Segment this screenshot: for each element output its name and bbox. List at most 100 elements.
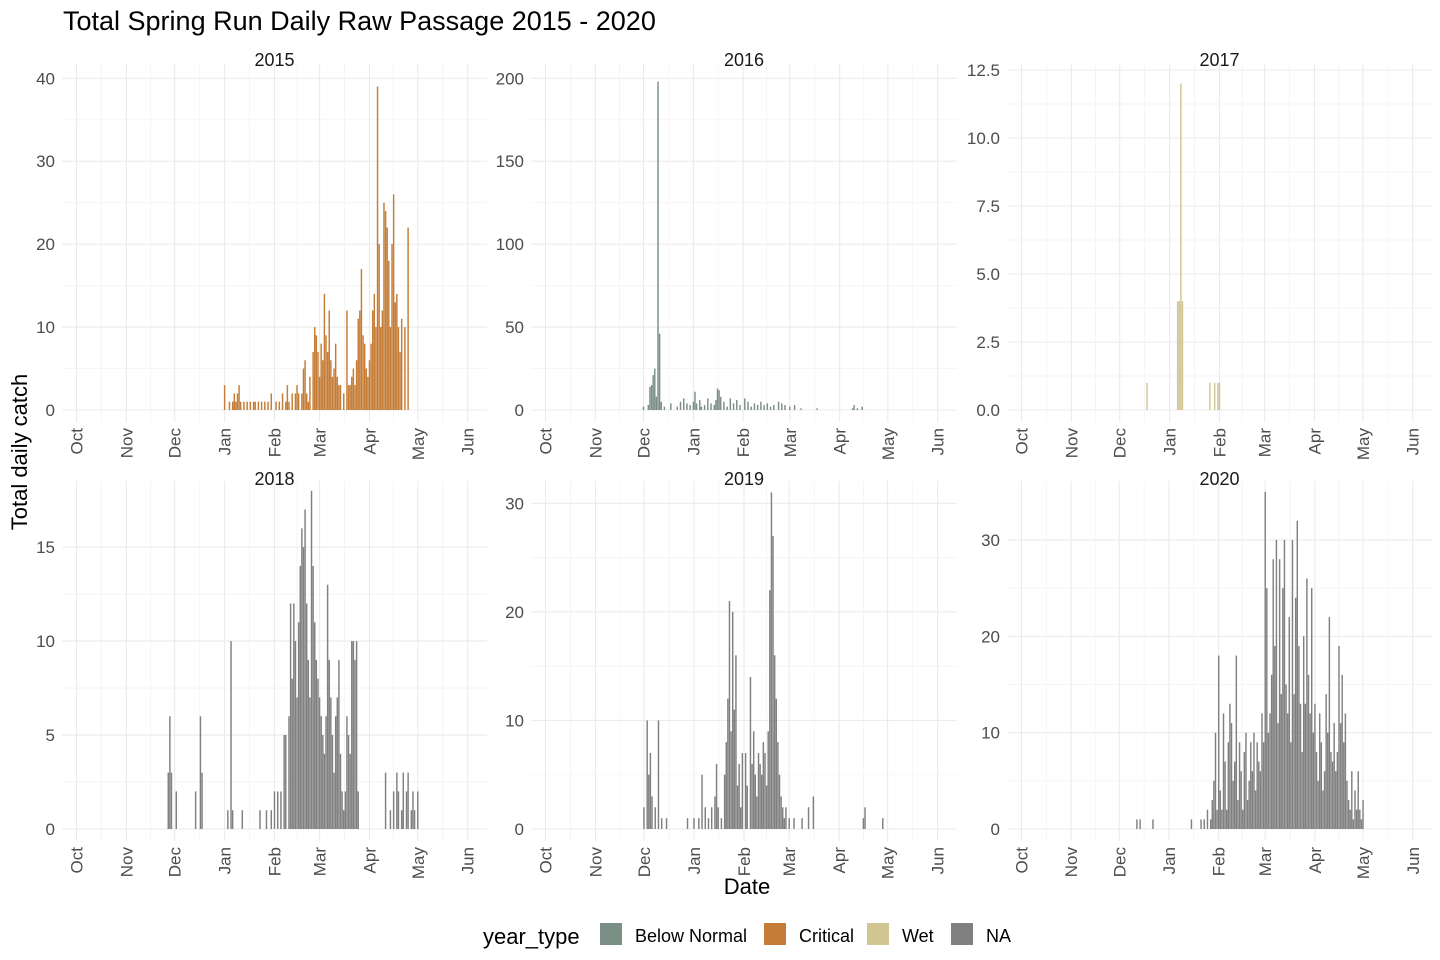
bar	[294, 393, 297, 410]
bar	[716, 388, 719, 410]
bar	[309, 697, 311, 829]
bar	[239, 401, 242, 410]
bar	[1330, 751, 1332, 829]
y-tick-label: 30	[36, 152, 55, 171]
y-tick-label: 5.0	[976, 265, 1000, 284]
bar	[736, 400, 738, 410]
y-tick-label: 20	[36, 235, 55, 254]
bar	[328, 310, 330, 410]
legend-label: Below Normal	[635, 926, 747, 946]
bar	[336, 697, 339, 829]
bar	[338, 659, 340, 829]
bar	[289, 603, 292, 829]
legend-title: year_type	[483, 924, 580, 949]
bar	[231, 401, 234, 410]
y-tick-label: 5	[46, 726, 55, 745]
bar	[1355, 809, 1358, 829]
bar	[243, 401, 245, 410]
bar	[1335, 771, 1337, 829]
bar	[343, 810, 345, 829]
panel-title: 2017	[1199, 50, 1239, 70]
x-tick-label: Feb	[735, 847, 754, 876]
bar	[1240, 771, 1242, 829]
bar	[230, 641, 232, 829]
bar	[727, 698, 729, 829]
bar	[657, 720, 660, 829]
bar	[785, 807, 787, 829]
bar	[326, 584, 329, 829]
bar	[807, 807, 810, 829]
bar	[1264, 491, 1266, 829]
bar	[1266, 588, 1268, 829]
bar	[775, 698, 777, 829]
x-tick-label: Jun	[459, 847, 478, 874]
x-tick-label: Jun	[459, 428, 478, 455]
bar	[856, 408, 859, 410]
y-tick-label: 10.0	[967, 129, 1000, 148]
legend-swatch	[600, 923, 622, 945]
bar	[772, 535, 774, 829]
bar	[344, 791, 347, 829]
bar	[766, 403, 769, 410]
bar	[363, 343, 366, 410]
bar	[1309, 713, 1311, 829]
y-tick-label: 0	[46, 820, 55, 839]
x-tick-label: Mar	[1256, 428, 1275, 458]
bar	[323, 753, 326, 829]
x-tick-label: Nov	[1062, 428, 1081, 459]
bar	[320, 343, 322, 410]
y-tick-label: 30	[505, 494, 524, 513]
x-tick-label: Oct	[536, 428, 555, 455]
bar	[756, 405, 759, 410]
bar	[1320, 742, 1323, 829]
bar	[763, 405, 765, 410]
bar	[1282, 588, 1284, 829]
bar	[793, 405, 796, 410]
legend: year_type Below Normal Critical Wet NA	[483, 923, 1011, 949]
bar	[1269, 713, 1271, 829]
bar	[302, 368, 305, 410]
bar	[394, 302, 396, 410]
bar	[1214, 732, 1217, 829]
bar	[392, 194, 395, 410]
bar	[732, 403, 735, 410]
bar	[388, 260, 390, 410]
bar	[723, 401, 725, 410]
bar	[346, 310, 348, 410]
bar	[1336, 751, 1339, 829]
bar	[773, 405, 775, 410]
x-tick-label: Apr	[1306, 847, 1325, 874]
bar	[1190, 819, 1193, 829]
y-tick-label: 10	[981, 724, 1000, 743]
facet-panel-2018: 2018 0 5 10 15 Oct Nov Dec Jan Feb Mar Apr May Jun	[36, 469, 487, 879]
bar	[1278, 559, 1281, 829]
bar	[325, 716, 327, 829]
bar	[652, 375, 654, 410]
bar	[1360, 819, 1363, 829]
bar	[241, 810, 244, 829]
bar	[1139, 819, 1141, 829]
bar	[1359, 809, 1361, 829]
bar	[862, 818, 865, 829]
bar	[296, 385, 298, 410]
bar	[309, 376, 311, 410]
bar	[1307, 674, 1310, 829]
x-tick-label: Mar	[1256, 847, 1275, 877]
bar	[1331, 761, 1334, 829]
bar	[759, 763, 761, 829]
bar	[733, 709, 736, 829]
bar	[646, 720, 648, 829]
bar	[1352, 819, 1355, 829]
bar	[293, 603, 295, 829]
y-tick-label: 10	[36, 632, 55, 651]
bar	[389, 810, 392, 829]
bar	[1261, 713, 1263, 829]
bar	[294, 641, 297, 829]
bar	[1347, 800, 1350, 829]
x-tick-label: Oct	[1012, 847, 1031, 874]
bar	[1304, 703, 1307, 829]
bar	[246, 401, 248, 410]
bar	[277, 791, 279, 829]
bar	[1328, 617, 1331, 829]
bar	[760, 401, 762, 410]
